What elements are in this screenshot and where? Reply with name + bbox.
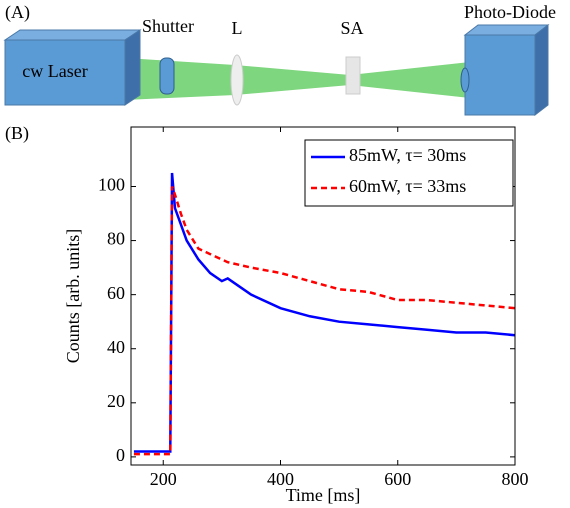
detector-window bbox=[460, 67, 470, 93]
y-tick-label: 60 bbox=[107, 283, 125, 303]
y-tick-label: 80 bbox=[107, 229, 125, 249]
x-axis-label: Time [ms] bbox=[286, 485, 361, 505]
absorber-label: SA bbox=[340, 18, 363, 38]
laser-box bbox=[4, 39, 126, 106]
panel-label: (B) bbox=[5, 123, 29, 144]
x-tick-label: 800 bbox=[502, 469, 529, 489]
laser-side bbox=[124, 29, 141, 106]
panel-label: (A) bbox=[5, 2, 30, 23]
shutter bbox=[159, 57, 175, 95]
beam bbox=[350, 62, 470, 98]
y-tick-label: 0 bbox=[116, 445, 125, 465]
shutter-label: Shutter bbox=[142, 16, 194, 36]
detector-box bbox=[464, 34, 536, 116]
detector-label: Photo-Diode bbox=[464, 2, 556, 22]
legend-label: 60mW, τ= 33ms bbox=[349, 176, 466, 196]
laser-top bbox=[3, 29, 142, 41]
x-tick-label: 600 bbox=[384, 469, 411, 489]
legend-box bbox=[304, 139, 514, 207]
y-axis-label: Counts [arb. units] bbox=[63, 229, 83, 364]
data-line bbox=[133, 172, 516, 453]
y-tick-label: 20 bbox=[107, 391, 125, 411]
plot: 200 400 600 800 0 20 40 60 80 100 Time [ms] Counts … bbox=[63, 126, 529, 505]
beam bbox=[125, 58, 235, 100]
data-line bbox=[133, 186, 516, 456]
y-tick-label: 100 bbox=[98, 175, 125, 195]
absorber bbox=[345, 56, 361, 95]
detector-side bbox=[534, 23, 549, 117]
x-tick-label: 200 bbox=[150, 469, 177, 489]
detector-top bbox=[463, 24, 550, 36]
x-tick-label: 400 bbox=[267, 469, 294, 489]
plot-frame bbox=[130, 126, 516, 466]
laser-label: cw Laser bbox=[22, 61, 87, 81]
legend-label: 85mW, τ= 30ms bbox=[349, 145, 466, 165]
lens bbox=[230, 54, 244, 106]
y-tick-label: 40 bbox=[107, 337, 125, 357]
beam bbox=[235, 65, 350, 95]
lens-label: L bbox=[232, 18, 243, 38]
